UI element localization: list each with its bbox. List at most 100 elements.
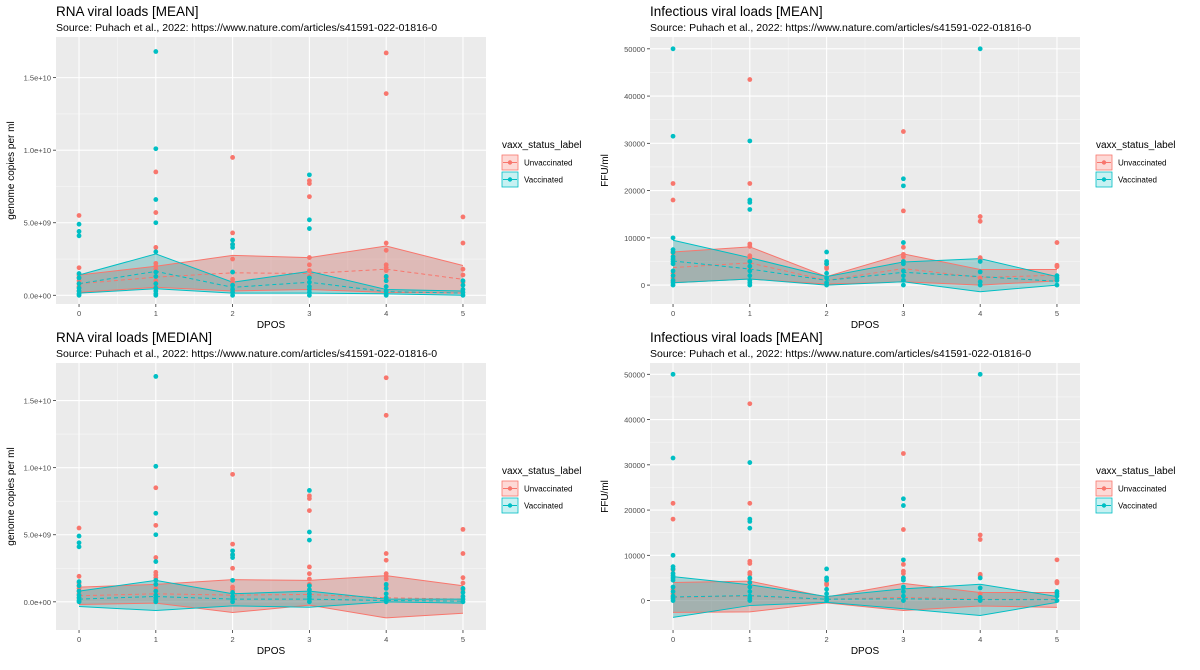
data-point-vaccinated xyxy=(230,269,236,275)
data-point-vaccinated xyxy=(824,598,830,603)
data-point-vaccinated xyxy=(824,261,830,267)
x-tick-label: 4 xyxy=(978,635,982,644)
data-point-vaccinated xyxy=(824,249,830,255)
data-point-vaccinated xyxy=(670,577,676,583)
data-point-vaccinated xyxy=(900,176,906,182)
data-point-vaccinated xyxy=(230,599,236,605)
data-point-vaccinated xyxy=(383,591,389,597)
center-line-vaccinated xyxy=(78,270,463,294)
data-point-unvaccinated xyxy=(306,181,312,186)
data-point-unvaccinated xyxy=(383,240,389,246)
data-point-vaccinated xyxy=(977,279,983,285)
x-tick-label: 1 xyxy=(154,635,158,644)
y-tick-label: 0.0e+00 xyxy=(24,598,51,607)
chart-title: RNA viral loads [MEDIAN] xyxy=(56,330,212,345)
data-point-vaccinated xyxy=(230,590,236,595)
data-point-vaccinated xyxy=(153,274,159,279)
data-point-vaccinated xyxy=(153,510,159,516)
data-point-unvaccinated xyxy=(977,537,983,542)
legend-title: vaxx_status_label xyxy=(502,140,582,151)
data-point-vaccinated xyxy=(383,274,389,279)
data-point-unvaccinated xyxy=(383,557,389,563)
data-point-vaccinated xyxy=(900,277,906,283)
legend-label: Unvaccinated xyxy=(524,159,572,168)
data-point-vaccinated xyxy=(230,245,236,250)
data-point-vaccinated xyxy=(230,237,236,243)
data-point-unvaccinated xyxy=(153,169,159,175)
data-point-unvaccinated xyxy=(900,129,906,134)
chart-rna-median: RNA viral loads [MEDIAN] Source: Puhach e… xyxy=(6,330,582,657)
data-point-unvaccinated xyxy=(460,580,466,586)
upper-bound-line-unvaccinated xyxy=(673,580,1057,598)
data-point-unvaccinated xyxy=(747,401,753,407)
data-point-vaccinated xyxy=(824,282,830,288)
data-point-vaccinated xyxy=(230,548,236,554)
y-tick-label: 1.5e+10 xyxy=(24,397,51,406)
y-axis-label: genome copies per ml xyxy=(6,121,17,219)
data-point-unvaccinated xyxy=(1054,264,1060,270)
y-tick-label: 1.0e+10 xyxy=(24,146,51,155)
data-point-unvaccinated xyxy=(153,555,159,560)
data-point-vaccinated xyxy=(900,503,906,508)
data-point-vaccinated xyxy=(900,598,906,603)
data-point-vaccinated xyxy=(670,273,676,279)
data-point-vaccinated xyxy=(153,220,159,226)
data-point-vaccinated xyxy=(460,599,466,605)
plot-layer xyxy=(670,46,1060,293)
data-point-unvaccinated xyxy=(1054,240,1060,245)
upper-bound-line-unvaccinated xyxy=(79,575,464,588)
data-point-vaccinated xyxy=(670,566,676,572)
ribbon-shade-unvaccinated xyxy=(79,575,463,618)
data-point-unvaccinated xyxy=(230,565,236,571)
data-point-vaccinated xyxy=(153,463,159,469)
data-point-unvaccinated xyxy=(306,564,312,570)
x-tick-label: 0 xyxy=(77,635,81,644)
legend-key-unvaccinated xyxy=(501,154,519,171)
data-point-unvaccinated xyxy=(900,451,906,456)
data-point-vaccinated xyxy=(670,282,676,288)
data-point-vaccinated xyxy=(670,261,676,267)
y-tick-label: 50000 xyxy=(624,45,645,54)
data-point-unvaccinated xyxy=(900,561,906,567)
data-point-vaccinated xyxy=(76,292,82,298)
x-tick-label: 2 xyxy=(231,309,235,318)
data-point-unvaccinated xyxy=(230,256,236,262)
data-point-vaccinated xyxy=(900,589,906,594)
y-tick-label: 20000 xyxy=(624,506,645,515)
data-point-vaccinated xyxy=(747,282,753,288)
data-point-vaccinated xyxy=(1054,282,1060,288)
x-axis-label: DPOS xyxy=(851,320,880,331)
plot-layer xyxy=(76,49,466,298)
data-point-vaccinated xyxy=(306,537,312,543)
data-point-vaccinated xyxy=(670,589,676,594)
x-tick-label: 0 xyxy=(671,309,675,318)
data-point-vaccinated xyxy=(747,199,753,205)
data-point-vaccinated xyxy=(153,588,159,594)
data-point-unvaccinated xyxy=(747,243,753,249)
data-point-vaccinated xyxy=(747,207,753,212)
data-point-vaccinated xyxy=(824,275,830,281)
data-point-unvaccinated xyxy=(900,208,906,214)
data-point-unvaccinated xyxy=(153,522,159,528)
data-point-unvaccinated xyxy=(383,247,389,253)
ribbon-unvaccinated xyxy=(79,245,463,294)
center-line-unvaccinated xyxy=(79,593,463,600)
data-point-vaccinated xyxy=(306,599,312,605)
data-point-vaccinated xyxy=(306,172,312,178)
x-tick-label: 4 xyxy=(978,309,982,318)
data-point-vaccinated xyxy=(153,581,159,587)
y-tick-label: 20000 xyxy=(624,187,645,196)
data-point-vaccinated xyxy=(306,587,312,593)
data-point-vaccinated xyxy=(900,282,906,288)
data-point-unvaccinated xyxy=(460,526,466,532)
data-point-vaccinated xyxy=(153,374,159,379)
lower-bound-line-vaccinated xyxy=(79,601,463,612)
data-point-unvaccinated xyxy=(977,214,983,219)
data-point-unvaccinated xyxy=(153,245,159,250)
data-point-unvaccinated xyxy=(747,181,753,186)
x-axis-label: DPOS xyxy=(257,646,286,657)
data-point-unvaccinated xyxy=(230,230,236,236)
data-point-vaccinated xyxy=(306,279,312,285)
data-point-vaccinated xyxy=(76,271,82,276)
data-point-vaccinated xyxy=(460,282,466,288)
